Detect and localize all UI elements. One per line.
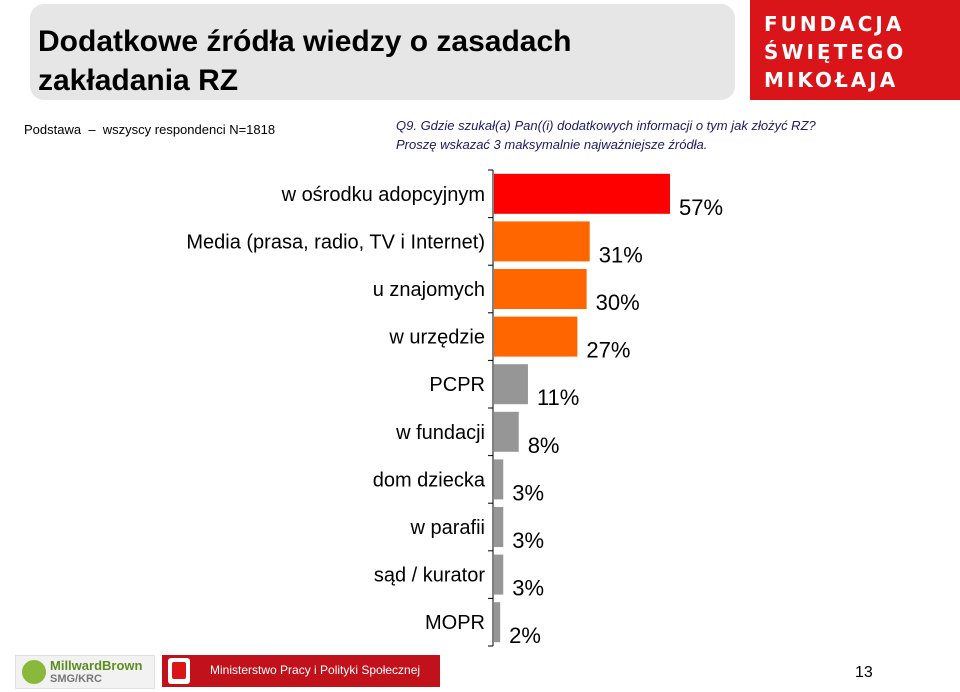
millward-brown-icon [22, 660, 46, 684]
ministry-name: Ministerstwo Pracy i Polityki Społecznej [210, 663, 421, 677]
page-title-line2: zakładania RZ [38, 64, 239, 97]
bar [494, 173, 670, 214]
bar [494, 602, 501, 643]
bar [494, 316, 578, 357]
bar [494, 459, 504, 500]
title-box [30, 4, 735, 100]
bar [494, 554, 504, 595]
category-label: w urzędzie [388, 327, 485, 349]
value-label: 27% [586, 338, 630, 363]
millward-brown-logo: MillwardBrown SMG/KRC [15, 655, 155, 689]
bar [494, 507, 504, 547]
logo-line2: ŚWIĘTEGO [764, 40, 907, 64]
logo-line1: FUNDACJA [764, 12, 905, 36]
category-label: w fundacji [395, 422, 485, 444]
category-label: sąd / kurator [374, 565, 486, 587]
category-label: w parafii [410, 517, 485, 539]
question-line2: Proszę wskazać 3 maksymalnie najważniejs… [396, 137, 708, 152]
page-title: Dodatkowe źródła wiedzy o zasadach zakła… [38, 22, 718, 100]
millward-brown-sub: SMG/KRC [50, 673, 102, 685]
ministry-logo: Ministerstwo Pracy i Polityki Społecznej [162, 655, 440, 687]
base-note: Podstawa – wszyscy respondenci N=1818 [24, 122, 276, 137]
value-label: 3% [512, 576, 544, 601]
question-text: Q9. Gdzie szukał(a) Pan((i) dodatkowych … [396, 116, 816, 154]
value-label: 11% [537, 385, 579, 410]
eagle-emblem-icon [168, 658, 190, 684]
value-label: 3% [512, 528, 544, 553]
value-label: 31% [599, 242, 643, 267]
millward-brown-name: MillwardBrown [50, 658, 143, 673]
fundacja-logo: FUNDACJA ŚWIĘTEGO MIKOŁAJA [750, 0, 960, 100]
category-label: PCPR [429, 374, 485, 396]
category-label: dom dziecka [373, 469, 486, 491]
question-line1: Q9. Gdzie szukał(a) Pan((i) dodatkowych … [396, 118, 816, 133]
page-number: 13 [855, 664, 873, 681]
category-label: u znajomych [373, 279, 485, 301]
value-label: 2% [509, 623, 541, 648]
category-label: Media (prasa, radio, TV i Internet) [186, 231, 485, 253]
value-label: 8% [528, 433, 560, 458]
bar [494, 411, 519, 452]
category-label: MOPR [425, 612, 485, 634]
bar [494, 269, 587, 309]
logo-line3: MIKOŁAJA [764, 68, 899, 92]
value-label: 57% [679, 195, 723, 220]
value-label: 30% [596, 290, 640, 315]
page-title-line1: Dodatkowe źródła wiedzy o zasadach [38, 25, 572, 58]
bar [494, 221, 590, 262]
bar [494, 364, 528, 405]
value-label: 3% [512, 480, 544, 505]
category-label: w ośrodku adopcyjnym [281, 184, 485, 206]
